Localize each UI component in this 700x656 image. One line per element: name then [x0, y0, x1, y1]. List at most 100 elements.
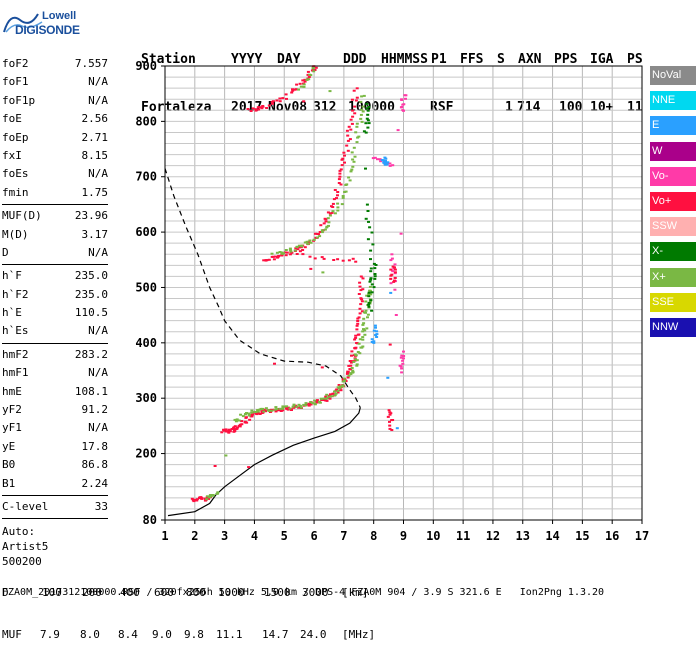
- param-row: C-level 33: [2, 500, 108, 518]
- echo-point: [373, 267, 377, 270]
- echo-point: [351, 115, 355, 118]
- echo-point: [353, 112, 357, 115]
- param-value: 23.96: [74, 209, 108, 223]
- echo-point: [350, 360, 354, 363]
- x-tick-label: 13: [516, 529, 530, 543]
- echo-point: [362, 311, 366, 314]
- param-row: foEp 2.71: [2, 131, 108, 149]
- param-row: foF1p N/A: [2, 94, 108, 112]
- echo-point: [362, 317, 366, 320]
- echo-point: [393, 271, 397, 274]
- echo-point: [292, 406, 296, 409]
- echo-point: [350, 354, 353, 357]
- echo-point: [319, 224, 323, 227]
- echo-point: [350, 122, 354, 125]
- echo-point: [357, 293, 361, 295]
- header-label-7: S: [497, 52, 505, 67]
- echo-point: [372, 341, 376, 344]
- echo-point: [369, 270, 373, 273]
- param-row: h`F 235.0: [2, 269, 108, 287]
- echo-point: [235, 418, 239, 421]
- echo-point: [227, 431, 231, 434]
- echo-point: [303, 78, 307, 81]
- echo-point: [318, 231, 322, 233]
- echo-point: [354, 99, 358, 102]
- x-tick-label: 14: [545, 529, 559, 543]
- echo-point: [307, 76, 311, 78]
- echo-point: [281, 409, 285, 412]
- echo-point: [359, 117, 363, 120]
- echo-point: [288, 249, 292, 251]
- echo-point: [349, 170, 353, 173]
- echo-point: [238, 425, 242, 428]
- echo-point: [325, 399, 329, 402]
- echo-point: [295, 405, 299, 408]
- echo-point: [404, 94, 408, 97]
- echo-series: [247, 253, 397, 469]
- echo-point: [369, 258, 372, 261]
- x-tick-label: 8: [370, 529, 377, 543]
- param-value: N/A: [88, 93, 108, 107]
- echo-point: [303, 80, 307, 83]
- echo-point: [311, 402, 315, 405]
- echo-point: [265, 107, 269, 109]
- auto-scaling-line: Artist5: [2, 540, 49, 554]
- param-row: B0 86.8: [2, 458, 108, 476]
- echo-point: [243, 420, 247, 423]
- header-value-4: 100000: [348, 100, 395, 115]
- echo-point: [216, 491, 220, 494]
- chart-grid: [164, 66, 643, 520]
- echo-point: [285, 407, 288, 410]
- echo-point: [271, 102, 274, 105]
- echo-point: [388, 164, 392, 167]
- echo-point: [205, 495, 209, 498]
- echo-point: [355, 122, 359, 125]
- echo-point: [239, 413, 243, 416]
- echo-point: [366, 313, 370, 316]
- echo-point: [274, 406, 278, 409]
- param-value: 3.17: [81, 227, 109, 241]
- echo-point: [303, 241, 307, 244]
- digisonde-logo: Lowell DIGISONDE: [2, 8, 82, 42]
- param-row: foF2 7.557: [2, 57, 108, 75]
- param-value: 91.2: [81, 403, 109, 417]
- echo-point: [193, 498, 197, 501]
- echo-point: [328, 395, 332, 398]
- distance-unit: [km]: [342, 586, 369, 599]
- echo-point: [341, 385, 345, 388]
- echo-point: [313, 402, 317, 405]
- echo-point: [345, 129, 349, 132]
- echo-point: [370, 338, 374, 341]
- echo-point: [355, 125, 359, 128]
- echo-point: [302, 403, 306, 406]
- echo-point: [359, 113, 363, 116]
- echo-point: [370, 283, 374, 286]
- echo-point: [366, 210, 370, 212]
- legend-item: NoVal: [650, 66, 696, 85]
- echo-point: [338, 172, 342, 175]
- echo-point: [338, 387, 341, 390]
- echo-point: [288, 247, 292, 250]
- echo-point: [291, 89, 295, 92]
- echo-point: [338, 175, 342, 178]
- echo-point: [306, 242, 310, 245]
- x-tick-label: 6: [310, 529, 317, 543]
- y-tick-label: 600: [135, 225, 157, 239]
- echo-point: [367, 105, 371, 108]
- echo-point: [366, 238, 370, 241]
- echo-point: [375, 336, 379, 338]
- echo-point: [302, 100, 306, 103]
- echo-point: [238, 423, 242, 426]
- distance-value: 600: [154, 586, 174, 599]
- echo-point: [205, 498, 209, 501]
- param-name: hmF1: [2, 366, 29, 380]
- echo-point: [262, 259, 266, 262]
- echo-point: [360, 300, 364, 303]
- echo-point: [298, 246, 302, 249]
- echo-point: [348, 179, 352, 182]
- echo-point: [381, 159, 385, 162]
- echo-point: [245, 412, 248, 414]
- echo-point: [323, 228, 327, 231]
- echo-series: [362, 102, 378, 312]
- echo-point: [290, 251, 294, 254]
